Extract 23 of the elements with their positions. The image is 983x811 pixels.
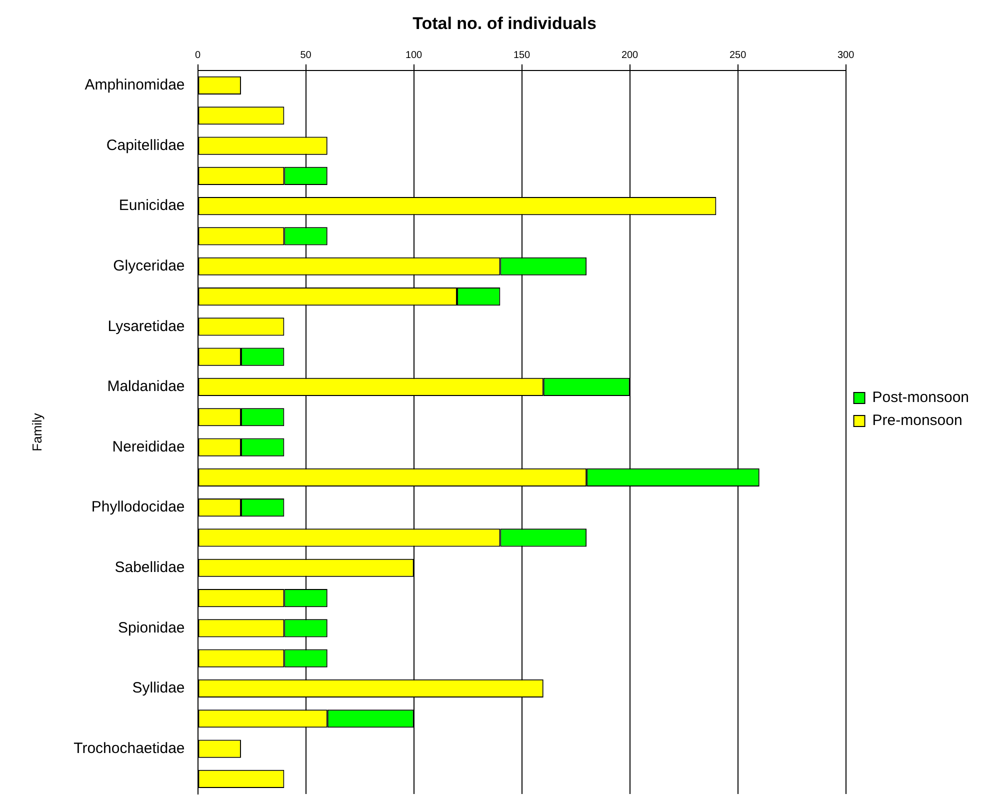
x-tick-label: 0 <box>195 50 201 62</box>
y-tick-label: Sabellidae <box>114 559 185 576</box>
y-tick-label: Syllidae <box>132 680 185 697</box>
y-tick-label: Nereididae <box>112 438 185 456</box>
x-tick-label: 50 <box>300 50 312 62</box>
x-tick-label: 200 <box>621 50 639 62</box>
y-tick-label: Amphinomidae <box>84 76 185 94</box>
y-axis-title: Family <box>29 412 44 452</box>
x-tick-label: 250 <box>729 50 747 62</box>
y-tick-label: Phyllodocidae <box>91 498 185 516</box>
y-tick-label: Glyceridae <box>113 258 185 275</box>
x-tick-label: 100 <box>405 50 423 62</box>
legend-label: Pre-monsoon <box>872 412 962 430</box>
y-tick-label: Spionidae <box>118 619 185 636</box>
y-tick-label: Trochochaetidae <box>74 740 185 757</box>
legend-label: Post-monsoon <box>872 389 969 406</box>
x-tick-label: 150 <box>513 50 531 62</box>
chart-title: Total no. of individuals <box>412 14 596 33</box>
y-tick-label: Capitellidae <box>106 136 185 154</box>
y-tick-label: Eunicidae <box>118 197 185 214</box>
y-tick-label: Maldanidae <box>107 378 185 396</box>
x-tick-label: 300 <box>837 50 855 62</box>
y-tick-label: Lysaretidae <box>108 318 185 335</box>
